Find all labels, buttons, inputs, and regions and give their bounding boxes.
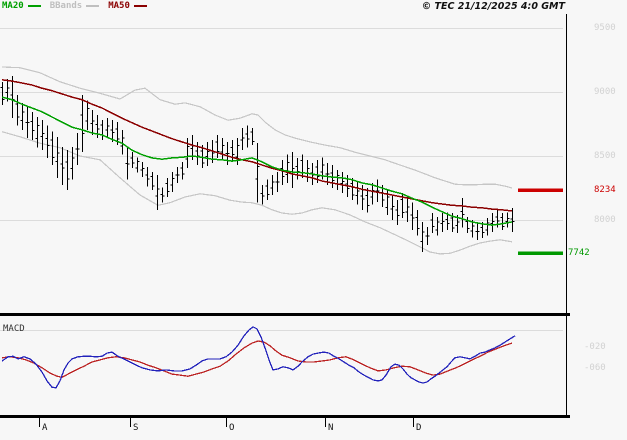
macd-signal-line — [1, 340, 513, 378]
ma50-line — [1, 79, 513, 212]
bollinger-lower-line — [1, 131, 513, 255]
bottom-border — [0, 415, 570, 418]
bollinger-upper-line — [1, 66, 513, 189]
macd-top-border — [0, 313, 570, 316]
ma20-line — [1, 96, 513, 226]
macd-macd-line — [1, 326, 516, 389]
